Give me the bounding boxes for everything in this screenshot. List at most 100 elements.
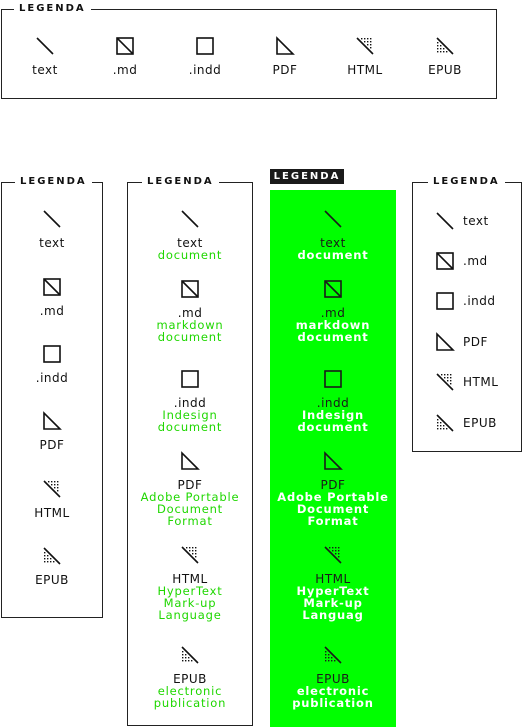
dotted-ramp-icon — [181, 646, 199, 664]
legend-vertical: LEGENDA text .md .indd PDF HTML — [1, 175, 103, 618]
legend-item-pdf: PDF — [2, 411, 102, 451]
legend-item-description: document — [297, 330, 369, 344]
legend-item-html: HTML HyperText Mark-up Language — [128, 545, 252, 621]
triangle-icon — [43, 411, 62, 430]
line-icon — [43, 210, 61, 228]
legend-item-label: .indd — [463, 294, 496, 308]
legend-item-label: .indd — [35, 371, 69, 385]
legend-item-description: Document — [157, 502, 223, 516]
box-icon — [181, 370, 199, 388]
legend-item-label: text — [320, 236, 346, 250]
legend-item-label: HTML — [172, 572, 208, 586]
legend-item-indd: .indd Indesign document — [270, 369, 396, 433]
dotted-triangle-icon — [324, 546, 342, 564]
legend-item-pdf: PDF — [255, 36, 315, 76]
legend-title: LEGENDA — [15, 175, 92, 189]
crossed-box-icon — [43, 278, 61, 296]
legend-item-description: publication — [292, 696, 374, 710]
legend-item-md: .md markdown document — [128, 279, 252, 343]
legend-item-html: HTML — [435, 372, 524, 392]
legend-item-text: text — [15, 36, 75, 76]
line-icon — [36, 37, 54, 55]
legend-item-description: document — [157, 420, 223, 434]
legend-item-label: EPUB — [173, 672, 207, 686]
dotted-ramp-icon — [436, 414, 454, 432]
legend-item-label: PDF — [272, 63, 298, 77]
legend-item-description: HyperText — [157, 584, 223, 598]
box-icon — [436, 292, 454, 310]
legend-item-description: Languag — [302, 608, 364, 622]
legend-green: text document .md markdown document .ind… — [270, 190, 396, 727]
legend-item-indd: .indd — [2, 344, 102, 384]
dotted-ramp-icon — [436, 37, 454, 55]
crossed-box-icon — [181, 280, 199, 298]
legend-item-pdf: PDF Adobe Portable Document Format — [270, 451, 396, 527]
legend-item-md: .md markdown document — [270, 279, 396, 343]
crossed-box-icon — [116, 37, 134, 55]
crossed-box-icon — [436, 252, 454, 270]
legend-item-description: Indesign — [162, 408, 218, 422]
legend-item-label: HTML — [347, 63, 383, 77]
legend-item-label: EPUB — [428, 63, 462, 77]
dotted-triangle-icon — [436, 373, 454, 391]
legend-item-label: EPUB — [316, 672, 350, 686]
legend-item-description: electronic — [157, 684, 223, 698]
legend-item-label: HTML — [34, 506, 70, 520]
legend-item-description: document — [297, 420, 369, 434]
legend-item-html: HTML HyperText Mark-up Languag — [270, 545, 396, 621]
legend-compact: LEGENDA text .md .indd PDF HTML — [412, 175, 524, 452]
legend-item-description: Adobe Portable — [277, 490, 389, 504]
legend-item-description: document — [297, 248, 369, 262]
legend-item-html: HTML — [335, 36, 395, 76]
legend-item-label: .md — [39, 304, 65, 318]
legend-item-text: text document — [270, 209, 396, 261]
legend-item-description: Indesign — [301, 408, 365, 422]
legend-item-label: HTML — [315, 572, 351, 586]
line-icon — [181, 210, 199, 228]
triangle-icon — [276, 36, 295, 55]
legend-item-label: .md — [177, 306, 203, 320]
legend-title: LEGENDA — [142, 175, 219, 189]
legend-item-label: text — [177, 236, 203, 250]
line-icon — [436, 212, 454, 230]
legend-item-label: EPUB — [463, 416, 497, 430]
legend-horizontal: LEGENDA text .md .indd PDF HTML — [1, 2, 497, 99]
dotted-triangle-icon — [356, 37, 374, 55]
legend-item-label: text — [463, 214, 489, 228]
legend-title: LEGENDA — [270, 169, 344, 184]
legend-item-indd: .indd — [435, 291, 524, 311]
legend-item-epub: EPUB — [2, 546, 102, 586]
dotted-ramp-icon — [43, 547, 61, 565]
legend-item-pdf: PDF Adobe Portable Document Format — [128, 451, 252, 527]
legend-item-epub: EPUB electronic publication — [128, 645, 252, 709]
legend-title: LEGENDA — [14, 2, 91, 16]
triangle-icon — [436, 332, 455, 351]
legend-item-label: .indd — [316, 396, 350, 410]
legend-vertical-described: LEGENDA text document .md markdown docum… — [127, 175, 253, 726]
box-icon — [196, 37, 214, 55]
legend-item-md: .md — [95, 36, 155, 76]
legend-item-description: electronic — [296, 684, 370, 698]
legend-item-description: markdown — [295, 318, 371, 332]
legend-item-description: Language — [158, 608, 222, 622]
legend-item-label: PDF — [177, 478, 203, 492]
dotted-ramp-icon — [324, 646, 342, 664]
legend-item-indd: .indd Indesign document — [128, 369, 252, 433]
legend-item-md: .md — [2, 277, 102, 317]
legend-item-text: text document — [128, 209, 252, 261]
legend-item-md: .md — [435, 251, 524, 271]
legend-title: LEGENDA — [428, 175, 505, 189]
legend-item-description: markdown — [156, 318, 224, 332]
box-icon — [324, 370, 342, 388]
legend-item-pdf: PDF — [435, 332, 524, 352]
legend-item-label: PDF — [320, 478, 346, 492]
legend-item-label: .indd — [173, 396, 207, 410]
legend-item-description: Adobe Portable — [140, 490, 240, 504]
legend-item-label: HTML — [463, 375, 499, 389]
legend-item-label: PDF — [463, 335, 488, 349]
legend-item-label: text — [32, 63, 58, 77]
legend-item-epub: EPUB — [415, 36, 475, 76]
legend-item-label: .md — [112, 63, 138, 77]
legend-item-description: Format — [167, 514, 213, 528]
line-icon — [324, 210, 342, 228]
